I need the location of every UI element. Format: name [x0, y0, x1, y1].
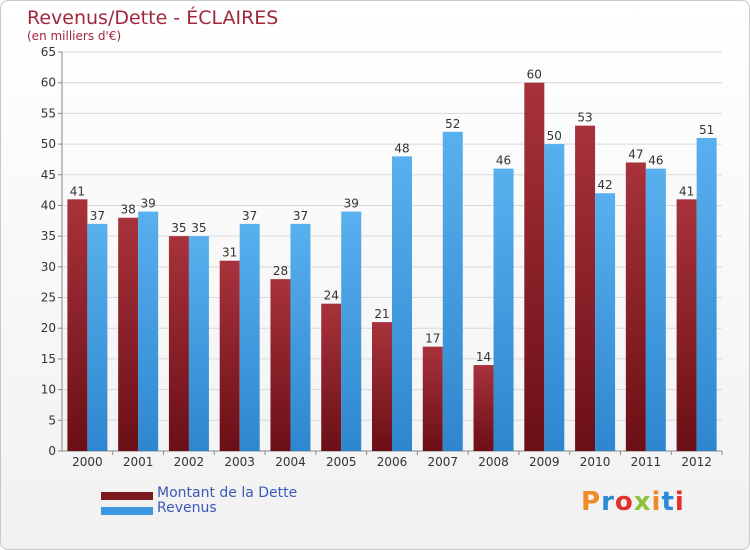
data-label-dette: 21: [374, 307, 389, 321]
data-label-revenus: 37: [90, 209, 105, 223]
y-tick-label: 45: [41, 168, 56, 182]
y-tick-label: 5: [48, 413, 56, 427]
data-label-revenus: 35: [191, 221, 206, 235]
x-tick-label: 2005: [326, 455, 357, 469]
logo-letter: x: [633, 487, 652, 517]
bar-dette: [270, 279, 291, 451]
data-label-revenus: 46: [496, 154, 511, 168]
data-label-dette: 24: [324, 289, 339, 303]
bar-revenus: [544, 144, 565, 452]
data-label-revenus: 37: [242, 209, 257, 223]
logo-letter: r: [601, 487, 615, 517]
bar-revenus: [696, 137, 717, 451]
bar-revenus: [87, 223, 108, 451]
bar-dette: [321, 303, 342, 451]
x-tick-label: 2009: [529, 455, 560, 469]
bar-dette: [219, 260, 240, 451]
proxiti-logo: Proxiti: [581, 487, 685, 517]
bar-dette: [676, 199, 697, 451]
data-label-revenus: 37: [293, 209, 308, 223]
bar-revenus: [493, 168, 514, 451]
y-tick-label: 0: [48, 444, 56, 458]
data-label-dette: 14: [476, 350, 491, 364]
data-label-dette: 41: [70, 184, 85, 198]
logo-letter: t: [661, 487, 675, 517]
data-label-dette: 60: [527, 68, 542, 82]
x-tick-label: 2002: [174, 455, 205, 469]
data-label-revenus: 50: [547, 129, 562, 143]
x-tick-label: 2011: [631, 455, 662, 469]
bar-dette: [372, 322, 392, 451]
x-tick-label: 2007: [427, 455, 458, 469]
bar-dette: [67, 199, 88, 451]
logo-letter: i: [651, 487, 662, 517]
data-label-revenus: 39: [141, 197, 156, 211]
y-tick-label: 65: [41, 45, 56, 59]
data-label-dette: 28: [273, 264, 288, 278]
x-tick-label: 2000: [72, 455, 103, 469]
logo-letter: P: [581, 487, 602, 517]
y-tick-label: 55: [41, 106, 56, 120]
y-tick-label: 15: [41, 352, 56, 366]
legend-label-dette: Montant de la Dette: [157, 485, 298, 501]
bar-dette: [625, 162, 646, 451]
x-tick-label: 2006: [377, 455, 408, 469]
logo-letter: o: [614, 487, 634, 517]
data-label-dette: 41: [679, 184, 694, 198]
bar-dette: [422, 346, 443, 451]
bar-dette: [473, 365, 494, 451]
x-tick-label: 2010: [580, 455, 611, 469]
bar-dette: [168, 236, 189, 451]
chart-title: Revenus/Dette - ÉCLAIRES: [27, 7, 279, 29]
x-tick-label: 2008: [478, 455, 509, 469]
data-label-revenus: 51: [699, 123, 714, 137]
y-tick-label: 20: [41, 321, 56, 335]
y-tick-label: 35: [41, 229, 56, 243]
bar-dette: [118, 217, 139, 451]
bar-revenus: [645, 168, 666, 451]
y-tick-label: 60: [41, 76, 56, 90]
x-tick-label: 2003: [224, 455, 255, 469]
data-label-revenus: 46: [648, 154, 663, 168]
legend-swatch-revenus: [101, 507, 153, 515]
bar-revenus: [138, 211, 159, 451]
bar-revenus: [392, 156, 412, 451]
y-tick-label: 40: [41, 198, 56, 212]
bar-revenus: [595, 193, 616, 451]
x-tick-label: 2012: [681, 455, 712, 469]
bar-revenus: [341, 211, 362, 451]
y-tick-label: 50: [41, 137, 56, 151]
chart-subtitle: (en milliers d'€): [27, 29, 122, 43]
data-label-dette: 35: [171, 221, 186, 235]
data-label-dette: 31: [222, 246, 237, 260]
data-label-dette: 17: [425, 332, 440, 346]
data-label-revenus: 48: [394, 141, 409, 155]
y-tick-label: 25: [41, 291, 56, 305]
y-tick-label: 10: [41, 383, 56, 397]
bar-revenus: [188, 236, 209, 451]
data-label-revenus: 39: [344, 197, 359, 211]
data-label-dette: 53: [577, 111, 592, 125]
data-label-dette: 47: [628, 147, 643, 161]
data-label-revenus: 52: [445, 117, 460, 131]
x-tick-label: 2001: [123, 455, 154, 469]
logo-letter: i: [674, 487, 685, 517]
data-label-dette: 38: [121, 203, 136, 217]
legend-swatch-dette: [101, 492, 153, 500]
legend-label-revenus: Revenus: [157, 500, 217, 516]
y-tick-label: 30: [41, 260, 56, 274]
bar-revenus: [290, 223, 311, 451]
bar-revenus: [239, 223, 260, 451]
data-label-revenus: 42: [597, 178, 612, 192]
bar-revenus: [442, 131, 463, 452]
bar-dette: [524, 82, 545, 451]
bar-dette: [575, 125, 596, 452]
x-tick-label: 2004: [275, 455, 306, 469]
